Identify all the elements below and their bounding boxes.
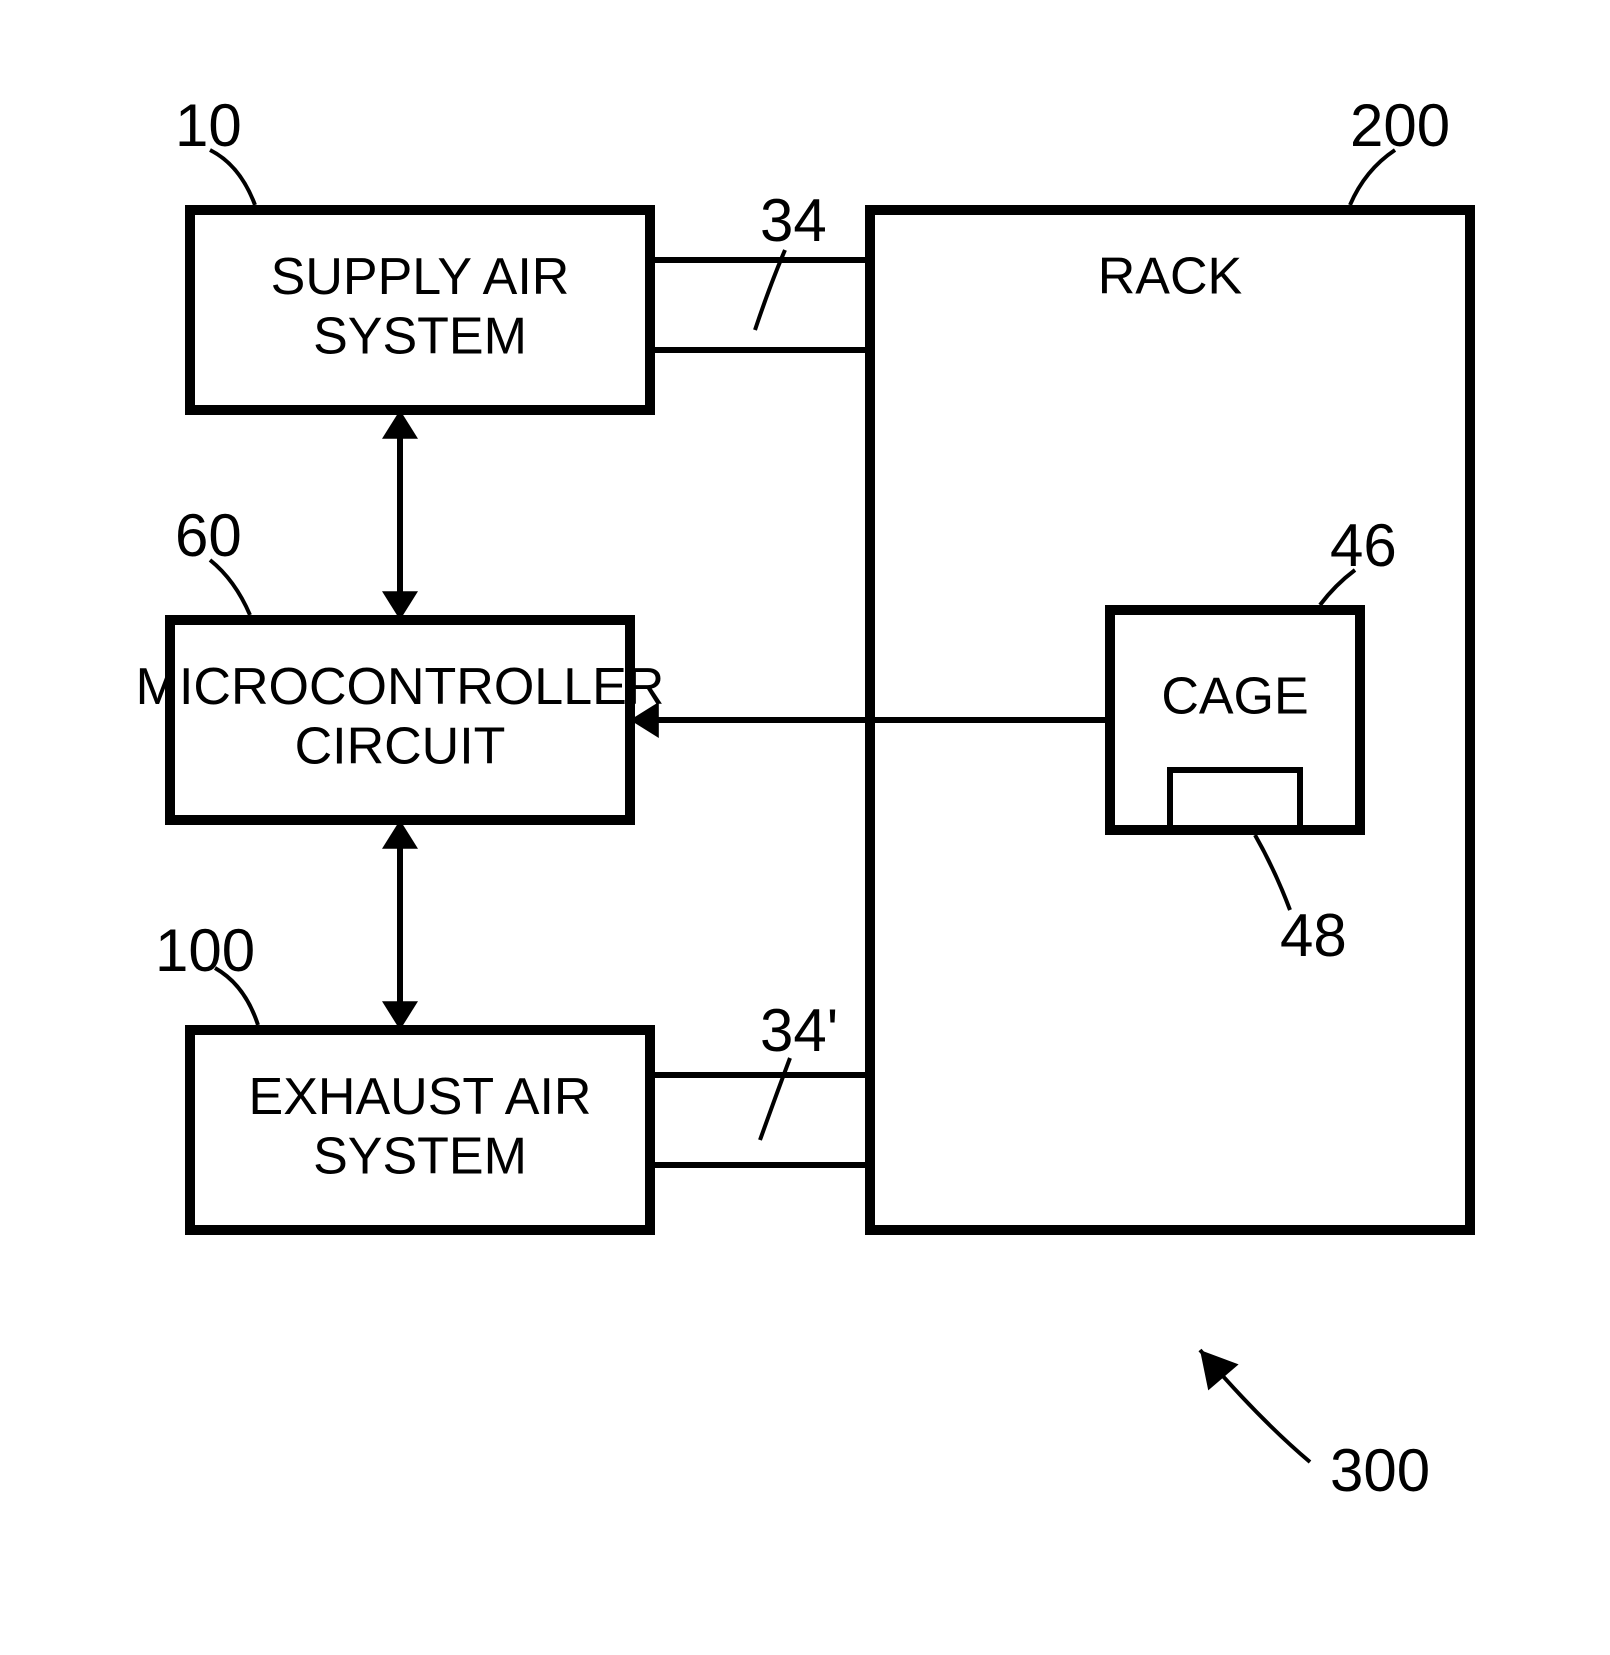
leader-inner_48-curve [1255, 835, 1290, 910]
leader-micro_60-label: 60 [175, 502, 242, 569]
leader-rack_200-label: 200 [1350, 92, 1450, 159]
leader-exhaust_100-label: 100 [155, 917, 255, 984]
rack-label-line-0: RACK [1098, 248, 1243, 306]
leader-duct_34p-curve [760, 1058, 790, 1140]
cage-label-line-0: CAGE [1161, 668, 1308, 726]
leader-assy_300-label: 300 [1330, 1437, 1430, 1504]
leader-duct_34-label: 34 [760, 187, 827, 254]
cage-inner-box [1170, 770, 1300, 830]
leader-supply_10-label: 10 [175, 92, 242, 159]
exhaust-air-system-label-line-1: SYSTEM [313, 1128, 527, 1186]
leader-inner_48-label: 48 [1280, 902, 1347, 969]
exhaust-air-system-label-line-0: EXHAUST AIR [249, 1068, 592, 1126]
leader-duct_34p-label: 34' [760, 997, 838, 1064]
supply-air-system-label-line-1: SYSTEM [313, 308, 527, 366]
microcontroller-circuit-label-line-1: CIRCUIT [295, 718, 506, 776]
microcontroller-circuit-label-line-0: MICROCONTROLLER [136, 658, 665, 716]
supply-air-system-label-line-0: SUPPLY AIR [271, 248, 570, 306]
leader-cage_46-label: 46 [1330, 512, 1397, 579]
